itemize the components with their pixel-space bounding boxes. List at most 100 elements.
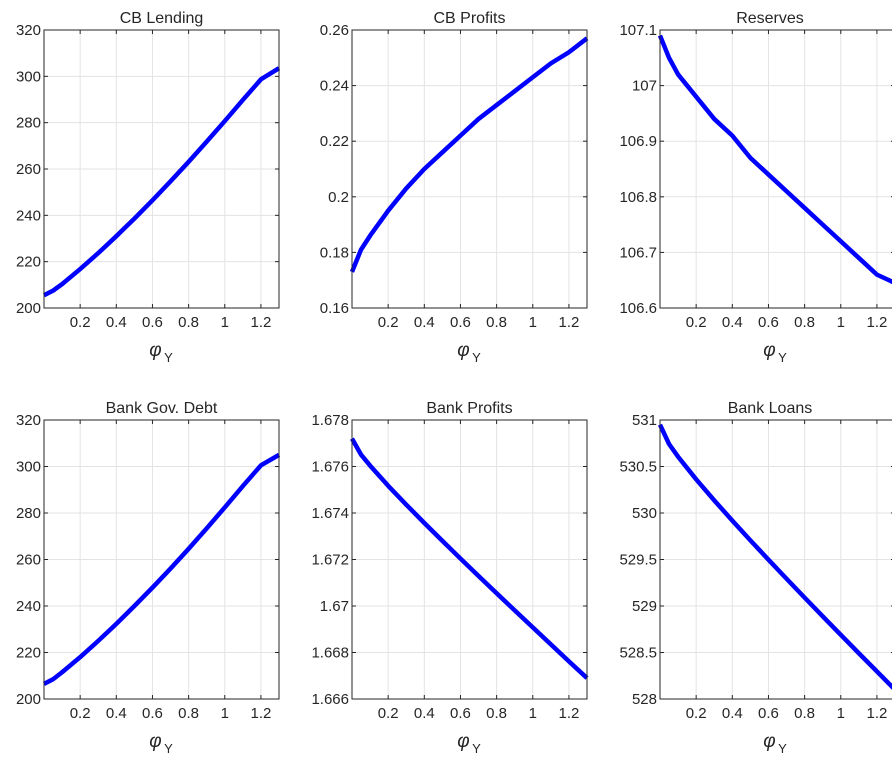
y-tick-label: 106.6 (619, 300, 657, 317)
y-tick-label: 0.22 (320, 133, 349, 150)
panel-title: Bank Profits (426, 400, 512, 417)
y-tick-label: 0.24 (320, 78, 349, 95)
x-tick-label: 1 (221, 314, 229, 331)
x-tick-label: 1 (529, 705, 537, 722)
x-tick-label: 0.8 (178, 314, 199, 331)
x-axis-label: φ (457, 340, 469, 361)
y-tick-label: 300 (16, 68, 41, 85)
y-tick-label: 240 (16, 207, 41, 224)
x-axis-label-subscript: Y (164, 350, 173, 365)
y-tick-label: 528 (632, 691, 657, 708)
y-tick-label: 260 (16, 161, 41, 178)
panel-4: 0.2 0.4 0.6 0.8 1 1.2 200 220 240 260 280 300 320 Ban… (16, 400, 281, 756)
x-tick-label: 0.8 (486, 705, 507, 722)
series-line (657, 34, 892, 285)
x-tick-label: 1 (837, 314, 845, 331)
x-tick-label: 1 (221, 705, 229, 722)
x-tick-label: 1.2 (866, 314, 887, 331)
x-tick-label: 0.4 (414, 705, 435, 722)
x-tick-label: 0.2 (378, 705, 399, 722)
y-tick-label: 531 (632, 412, 657, 429)
x-tick-label: 0.2 (378, 314, 399, 331)
x-tick-label: 1.2 (866, 705, 887, 722)
x-axis-label: φ (763, 731, 775, 752)
panel-title: CB Profits (433, 10, 505, 27)
x-tick-label: 0.4 (414, 314, 435, 331)
x-tick-label: 1 (837, 705, 845, 722)
y-tick-label: 1.67 (320, 598, 349, 615)
x-axis-label: φ (149, 731, 161, 752)
y-tick-label: 106.7 (619, 244, 657, 261)
axes-frame (351, 29, 588, 309)
y-tick-label: 320 (16, 22, 41, 39)
x-tick-label: 0.6 (450, 314, 471, 331)
y-tick-label: 106.8 (619, 189, 657, 206)
x-tick-label: 0.2 (686, 314, 707, 331)
y-tick-label: 280 (16, 505, 41, 522)
y-tick-label: 1.678 (311, 412, 349, 429)
panel-3: 0.2 0.4 0.6 0.8 1 1.2 106.6 106.7 106.8 106.9 107 1… (619, 10, 892, 365)
x-axis-label-subscript: Y (472, 741, 481, 756)
panel-title: Bank Loans (728, 400, 813, 417)
x-tick-label: 0.4 (722, 314, 743, 331)
x-tick-label: 0.6 (758, 314, 779, 331)
panel-title: Bank Gov. Debt (106, 400, 218, 417)
series-line (42, 66, 281, 298)
y-tick-label: 1.672 (311, 552, 349, 569)
series-line (657, 423, 892, 690)
x-axis-label-subscript: Y (778, 350, 787, 365)
y-tick-label: 528.5 (619, 645, 657, 662)
plot-area (352, 30, 587, 308)
y-tick-label: 0.26 (320, 22, 349, 39)
x-tick-label: 0.4 (106, 705, 127, 722)
y-tick-label: 107 (632, 78, 657, 95)
y-tick-label: 240 (16, 598, 41, 615)
y-tick-label: 529.5 (619, 552, 657, 569)
x-tick-label: 0.2 (70, 705, 91, 722)
series-line (350, 437, 589, 680)
x-tick-label: 0.8 (794, 314, 815, 331)
y-tick-label: 280 (16, 115, 41, 132)
y-tick-label: 530 (632, 505, 657, 522)
x-tick-label: 0.4 (722, 705, 743, 722)
x-axis-label-subscript: Y (472, 350, 481, 365)
x-tick-label: 0.8 (794, 705, 815, 722)
series-line (349, 36, 589, 273)
x-tick-label: 1.2 (250, 314, 271, 331)
y-tick-label: 200 (16, 300, 41, 317)
y-tick-label: 1.674 (311, 505, 349, 522)
y-tick-label: 0.16 (320, 300, 349, 317)
x-tick-label: 1.2 (250, 705, 271, 722)
y-tick-label: 220 (16, 645, 41, 662)
x-axis-label: φ (763, 340, 775, 361)
x-tick-label: 1.2 (558, 314, 579, 331)
y-tick-label: 260 (16, 552, 41, 569)
y-tick-label: 107.1 (619, 22, 657, 39)
plot-area (660, 30, 892, 308)
y-tick-label: 0.18 (320, 244, 349, 261)
panel-title: CB Lending (120, 10, 204, 27)
y-tick-label: 1.668 (311, 645, 349, 662)
y-tick-label: 529 (632, 598, 657, 615)
x-tick-label: 0.6 (142, 705, 163, 722)
y-tick-label: 1.666 (311, 691, 349, 708)
x-axis-label: φ (149, 340, 161, 361)
y-tick-label: 1.676 (311, 459, 349, 476)
x-axis-label-subscript: Y (164, 741, 173, 756)
x-tick-label: 0.8 (486, 314, 507, 331)
y-tick-label: 530.5 (619, 459, 657, 476)
x-tick-label: 0.2 (686, 705, 707, 722)
x-tick-label: 0.2 (70, 314, 91, 331)
x-axis-label: φ (457, 731, 469, 752)
x-tick-label: 1.2 (558, 705, 579, 722)
panel-5: 0.2 0.4 0.6 0.8 1 1.2 1.666 1.668 1.67 1.672 1.674… (311, 400, 589, 756)
y-tick-label: 320 (16, 412, 41, 429)
y-tick-label: 200 (16, 691, 41, 708)
x-tick-label: 1 (529, 314, 537, 331)
panel-1: 0.2 0.4 0.6 0.8 1 1.2 200 220 240 260 280 300 320 CB … (16, 10, 281, 365)
grid (44, 29, 279, 309)
x-axis-label-subscript: Y (778, 741, 787, 756)
panel-6: 0.2 0.4 0.6 0.8 1 1.2 528 528.5 529 529.5 530 530.5… (619, 400, 892, 756)
x-tick-label: 0.6 (758, 705, 779, 722)
